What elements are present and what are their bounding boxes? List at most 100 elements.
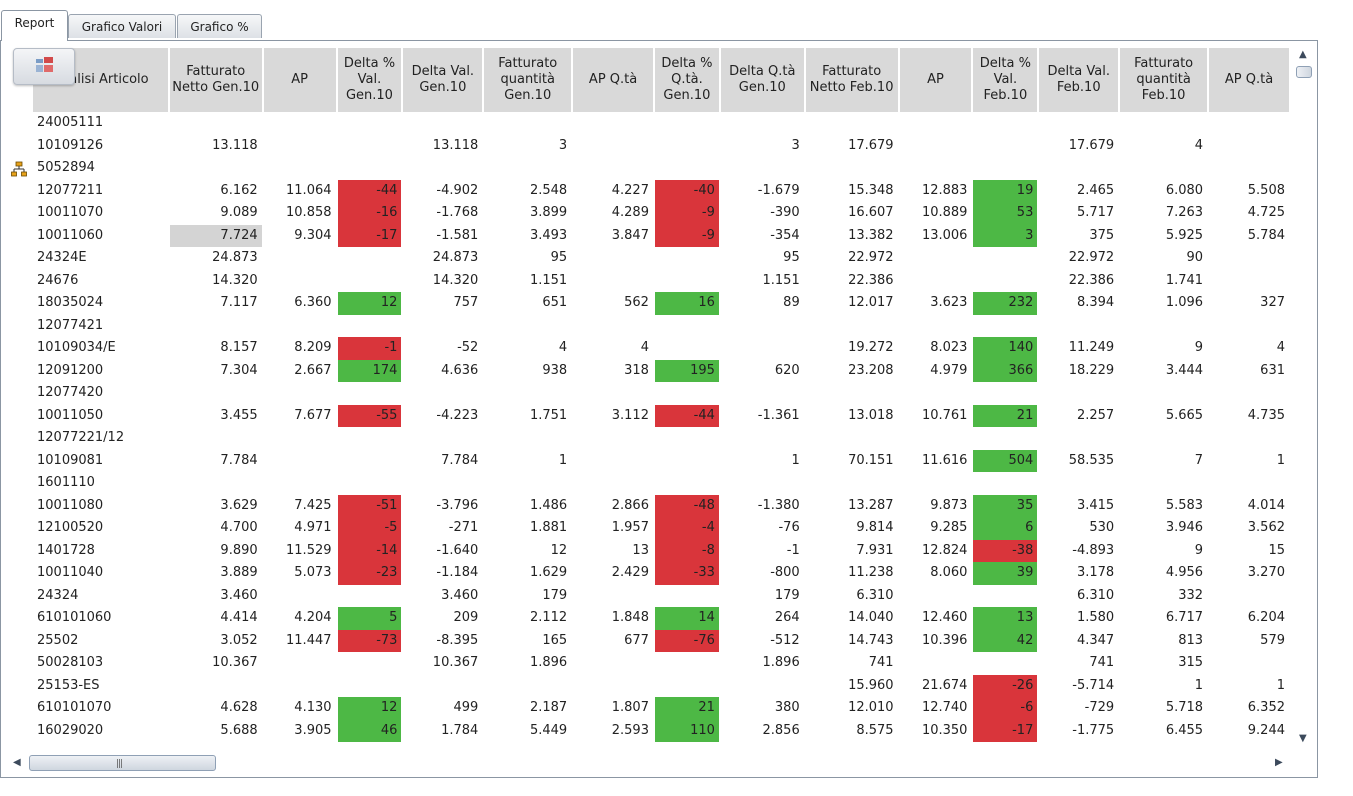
hierarchy-icon[interactable] <box>11 161 27 177</box>
value-cell[interactable]: -8 <box>654 539 721 562</box>
value-cell[interactable] <box>484 382 574 405</box>
value-cell[interactable] <box>655 314 721 337</box>
value-cell[interactable]: 9 <box>1120 337 1210 360</box>
article-code-cell[interactable]: 50028103 <box>33 652 170 675</box>
value-cell[interactable]: 15 <box>1209 539 1291 562</box>
value-cell[interactable]: 46 <box>337 719 404 742</box>
value-cell[interactable]: 13.006 <box>900 224 974 247</box>
value-cell[interactable] <box>721 674 806 697</box>
value-cell[interactable]: 4.227 <box>573 179 655 202</box>
value-cell[interactable] <box>1209 269 1291 292</box>
value-cell[interactable] <box>806 427 900 450</box>
column-header[interactable]: Fatturato Netto Feb.10 <box>805 48 900 112</box>
value-cell[interactable]: 7.425 <box>264 494 338 517</box>
value-cell[interactable] <box>1039 157 1121 180</box>
value-cell[interactable] <box>655 449 721 472</box>
value-cell[interactable]: -16 <box>337 202 404 225</box>
value-cell[interactable]: 12.017 <box>806 292 900 315</box>
value-cell[interactable]: -354 <box>721 224 806 247</box>
value-cell[interactable]: 6.310 <box>806 584 900 607</box>
value-cell[interactable] <box>806 157 900 180</box>
value-cell[interactable]: 579 <box>1209 629 1291 652</box>
value-cell[interactable]: 42 <box>973 629 1040 652</box>
value-cell[interactable] <box>721 472 806 495</box>
value-cell[interactable]: 4.414 <box>170 607 264 630</box>
value-cell[interactable]: 8.157 <box>170 337 264 360</box>
value-cell[interactable]: 174 <box>337 359 404 382</box>
value-cell[interactable]: 7.784 <box>403 449 485 472</box>
value-cell[interactable] <box>655 652 721 675</box>
table-row[interactable]: 24005111 <box>33 112 1291 135</box>
article-code-cell[interactable]: 16029020 <box>33 719 170 742</box>
value-cell[interactable] <box>170 314 264 337</box>
value-cell[interactable] <box>484 157 574 180</box>
value-cell[interactable]: -1.640 <box>403 539 485 562</box>
table-row[interactable]: 10011070 9.089 10.858 -16 -1.768 3.899 4.289 -9… <box>33 202 1291 225</box>
value-cell[interactable]: 3 <box>484 134 574 157</box>
value-cell[interactable]: 741 <box>806 652 900 675</box>
value-cell[interactable] <box>403 427 485 450</box>
value-cell[interactable]: -390 <box>721 202 806 225</box>
article-code-cell[interactable]: 10011040 <box>33 562 170 585</box>
value-cell[interactable] <box>264 584 338 607</box>
value-cell[interactable]: 17.679 <box>806 134 900 157</box>
column-header[interactable]: AP <box>899 48 974 112</box>
article-code-cell[interactable]: 12100520 <box>33 517 170 540</box>
table-row[interactable]: 10011040 3.889 5.073 -23 -1.184 1.629 2.429 -33… <box>33 562 1291 585</box>
value-cell[interactable]: 10.367 <box>403 652 485 675</box>
value-cell[interactable]: 70.151 <box>806 449 900 472</box>
value-cell[interactable] <box>264 157 338 180</box>
value-cell[interactable] <box>338 269 404 292</box>
value-cell[interactable]: 741 <box>1039 652 1121 675</box>
article-code-cell[interactable]: 12077221/12 <box>33 427 170 450</box>
value-cell[interactable] <box>484 472 574 495</box>
value-cell[interactable] <box>573 584 655 607</box>
value-cell[interactable] <box>403 314 485 337</box>
value-cell[interactable]: 4.130 <box>264 697 338 720</box>
value-cell[interactable] <box>403 674 485 697</box>
value-cell[interactable]: 4.956 <box>1120 562 1210 585</box>
tab-report[interactable]: Report <box>1 10 68 41</box>
value-cell[interactable] <box>264 247 338 270</box>
value-cell[interactable]: -44 <box>337 179 404 202</box>
value-cell[interactable]: -800 <box>721 562 806 585</box>
value-cell[interactable]: -1 <box>337 337 404 360</box>
value-cell[interactable] <box>170 674 264 697</box>
value-cell[interactable]: 12.740 <box>900 697 974 720</box>
value-cell[interactable]: 1.784 <box>403 719 485 742</box>
value-cell[interactable]: 19 <box>973 179 1040 202</box>
value-cell[interactable]: 3.847 <box>573 224 655 247</box>
value-cell[interactable]: 22.386 <box>806 269 900 292</box>
article-code-cell[interactable]: 10011060 <box>33 224 170 247</box>
value-cell[interactable] <box>1120 112 1210 135</box>
value-cell[interactable]: 209 <box>403 607 485 630</box>
value-cell[interactable]: 2.866 <box>573 494 655 517</box>
value-cell[interactable]: 5.688 <box>170 719 264 742</box>
value-cell[interactable]: 2.429 <box>573 562 655 585</box>
value-cell[interactable]: 11.529 <box>264 539 338 562</box>
value-cell[interactable]: 90 <box>1120 247 1210 270</box>
value-cell[interactable]: 1.486 <box>484 494 574 517</box>
value-cell[interactable]: -4.223 <box>403 404 485 427</box>
value-cell[interactable]: 366 <box>973 359 1040 382</box>
value-cell[interactable]: 53 <box>973 202 1040 225</box>
value-cell[interactable]: -271 <box>403 517 485 540</box>
value-cell[interactable]: -4.893 <box>1039 539 1121 562</box>
value-cell[interactable]: 10.350 <box>900 719 974 742</box>
value-cell[interactable]: 13.382 <box>806 224 900 247</box>
value-cell[interactable] <box>573 134 655 157</box>
value-cell[interactable] <box>338 652 404 675</box>
value-cell[interactable]: 3.899 <box>484 202 574 225</box>
value-cell[interactable]: -3.796 <box>403 494 485 517</box>
value-cell[interactable]: 3.270 <box>1209 562 1291 585</box>
column-header[interactable]: Fatturato quantità Gen.10 <box>484 48 574 112</box>
value-cell[interactable] <box>806 382 900 405</box>
value-cell[interactable] <box>721 382 806 405</box>
value-cell[interactable]: 7.117 <box>170 292 264 315</box>
value-cell[interactable]: -5 <box>337 517 404 540</box>
value-cell[interactable]: 232 <box>973 292 1040 315</box>
value-cell[interactable] <box>403 382 485 405</box>
value-cell[interactable] <box>573 449 655 472</box>
value-cell[interactable] <box>264 652 338 675</box>
value-cell[interactable] <box>264 472 338 495</box>
